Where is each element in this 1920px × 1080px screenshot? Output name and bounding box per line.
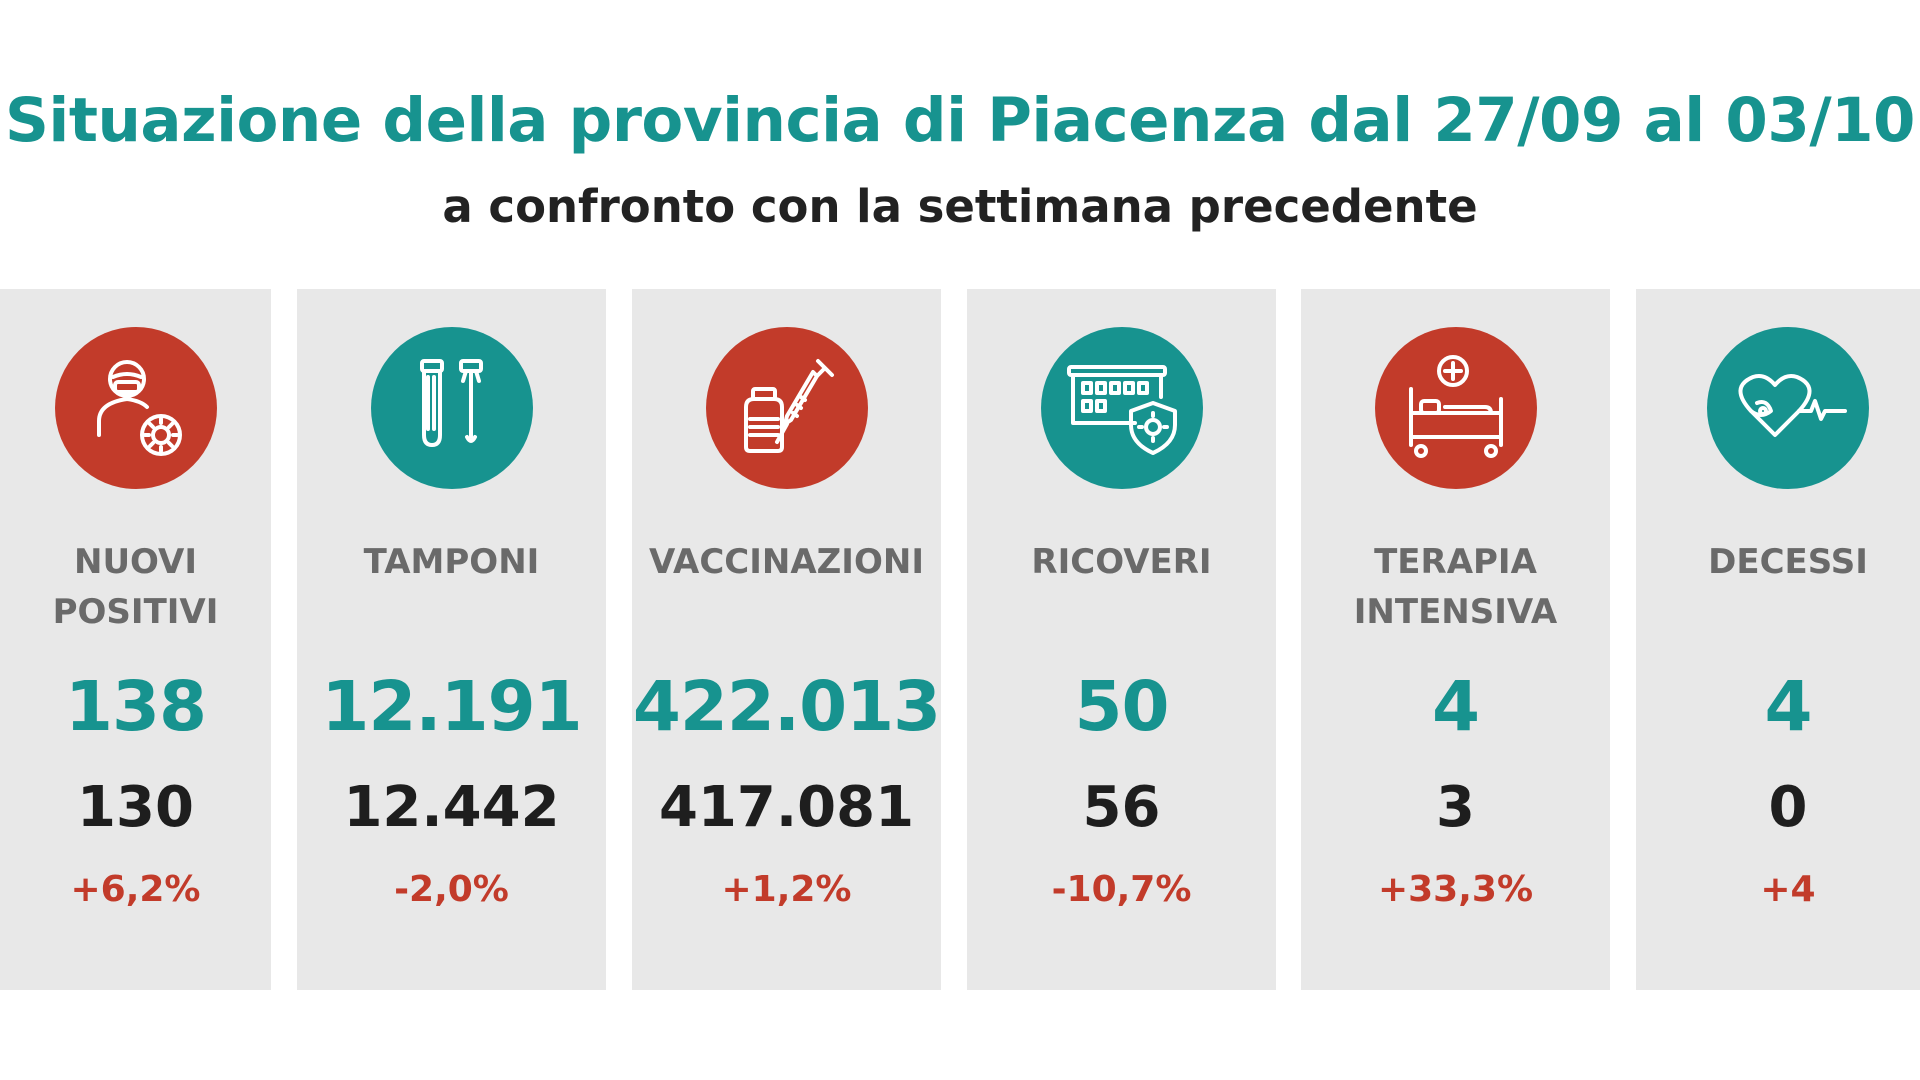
stat-card-ricoveri: RICOVERI 50 56 -10,7% <box>967 289 1276 990</box>
stat-delta: +4 <box>1760 869 1816 910</box>
stat-previous-value: 130 <box>77 775 194 840</box>
stat-label: TERAPIA INTENSIVA <box>1353 542 1558 632</box>
stat-current-value: 12.191 <box>321 667 582 747</box>
stat-previous-value: 0 <box>1768 775 1808 840</box>
stat-current-value: 4 <box>1764 667 1812 747</box>
stat-card-tamponi: TAMPONI 12.191 12.442 -2,0% <box>297 289 606 990</box>
page-subtitle: a confronto con la settimana precedente <box>442 180 1478 233</box>
swab-test-tube-icon <box>370 327 533 489</box>
stat-delta: -10,7% <box>1051 869 1192 910</box>
stat-previous-value: 12.442 <box>343 775 560 840</box>
stat-label: NUOVI POSITIVI <box>52 542 219 632</box>
stat-current-value: 4 <box>1431 667 1480 747</box>
page-title: Situazione della provincia di Piacenza d… <box>4 85 1916 156</box>
stat-label: RICOVERI <box>1031 542 1212 582</box>
vaccine-syringe-icon <box>705 327 868 489</box>
hospital-bed-icon <box>1374 327 1537 489</box>
stat-card-nuovi-positivi: NUOVI POSITIVI 138 130 +6,2% <box>0 289 271 990</box>
stat-card-decessi: DECESSI 4 0 +4 <box>1636 289 1920 990</box>
stat-label: TAMPONI <box>363 542 540 582</box>
stat-current-value: 138 <box>64 667 207 747</box>
heart-pulse-icon <box>1707 327 1869 489</box>
stat-label: VACCINAZIONI <box>649 542 924 582</box>
stat-previous-value: 56 <box>1082 775 1161 840</box>
stat-card-terapia-intensiva: TERAPIA INTENSIVA 4 3 +33,3% <box>1301 289 1610 990</box>
stat-label: DECESSI <box>1708 542 1868 582</box>
stat-delta: +33,3% <box>1377 869 1534 910</box>
patient-virus-icon <box>54 327 217 489</box>
stat-current-value: 50 <box>1074 667 1169 747</box>
stat-delta: +1,2% <box>721 869 852 910</box>
stat-delta: +6,2% <box>70 869 201 910</box>
stat-previous-value: 3 <box>1436 775 1475 840</box>
stat-delta: -2,0% <box>394 869 509 910</box>
hospital-shield-icon <box>1040 327 1203 489</box>
stat-current-value: 422.013 <box>632 667 941 747</box>
stat-previous-value: 417.081 <box>658 775 915 840</box>
stat-card-vaccinazioni: VACCINAZIONI 422.013 417.081 +1,2% <box>632 289 941 990</box>
